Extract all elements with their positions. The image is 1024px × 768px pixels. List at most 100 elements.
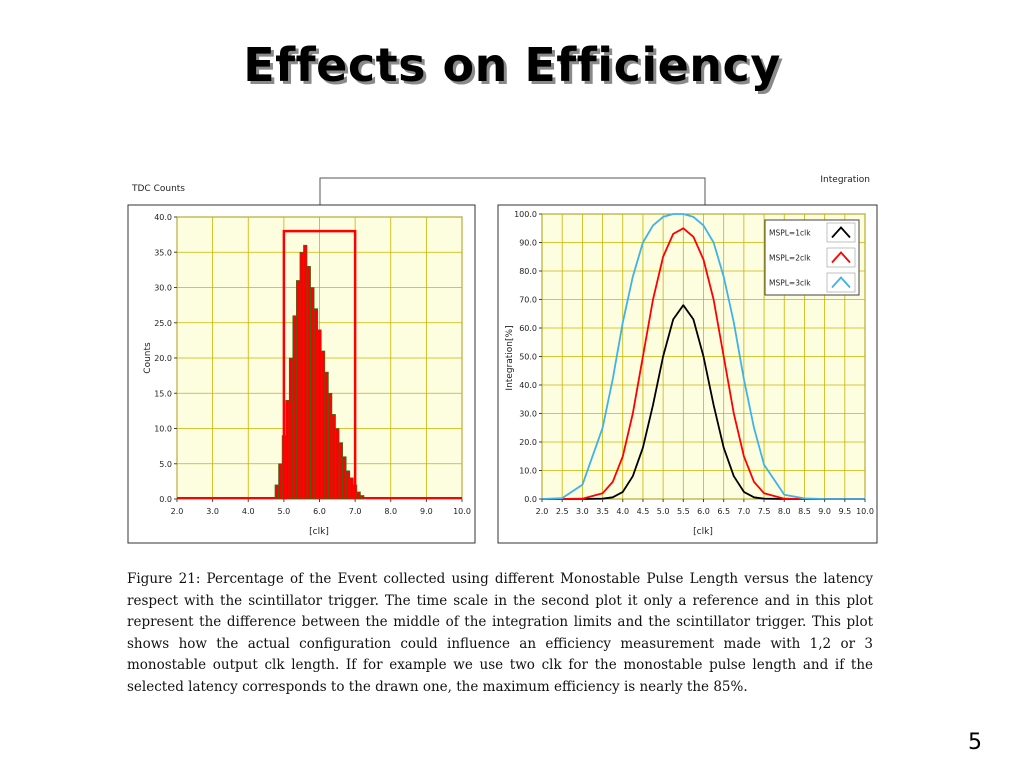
right-y-tick-label: 20.0 <box>519 438 537 447</box>
legend-swatch-box <box>826 247 856 268</box>
left-y-tick-label: 25.0 <box>154 319 172 328</box>
histogram-bar <box>303 244 308 500</box>
legend-swatch <box>831 276 851 289</box>
legend-swatch <box>831 226 851 239</box>
histogram-bar <box>328 392 333 500</box>
left-y-tick-label: 5.0 <box>159 460 172 469</box>
right-x-tick-label: 9.5 <box>838 507 851 516</box>
right-x-tick-label: 4.0 <box>616 507 629 516</box>
left-x-tick-label: 9.0 <box>420 507 433 516</box>
right-y-tick-label: 50.0 <box>519 353 537 362</box>
left-y-tick-label: 0.0 <box>159 495 172 504</box>
left-x-tick-label: 8.0 <box>384 507 397 516</box>
histogram-bar <box>313 308 319 500</box>
histogram-bar <box>278 463 283 500</box>
right-x-tick-label: 2.0 <box>536 507 549 516</box>
left-x-axis-label: [clk] <box>309 527 329 537</box>
right-y-tick-label: 10.0 <box>519 467 537 476</box>
left-x-tick-label: 5.0 <box>278 507 291 516</box>
left-y-tick-label: 40.0 <box>154 213 172 222</box>
histogram-bar <box>306 266 311 500</box>
legend-swatch <box>831 251 851 264</box>
left-y-axis-label: Counts <box>143 342 153 374</box>
figure: TDC Counts 2.0 3.0 4.0 5.0 6.0 7.0 8.0 9.0 10.0 … <box>127 175 878 544</box>
right-chart-title: Integration <box>820 175 870 185</box>
histogram-bar <box>342 456 347 500</box>
right-x-tick-label: 9.0 <box>818 507 831 516</box>
left-y-tick-label: 10.0 <box>154 425 172 434</box>
left-y-ticks: 0.0 5.0 10.0 15.0 20.0 25.0 30.0 35.0 40.0 <box>154 213 177 504</box>
right-x-tick-label: 5.0 <box>657 507 670 516</box>
right-x-tick-label: 4.5 <box>637 507 650 516</box>
right-x-ticks: 2.0 2.5 3.0 3.5 4.0 4.5 5.0 5.5 6.0 6.5 7.0 7.5 8.0 8… <box>536 499 874 516</box>
histogram-bar <box>331 414 336 500</box>
histogram-bar <box>356 491 361 500</box>
left-y-tick-label: 30.0 <box>154 284 172 293</box>
legend-label: MSPL=1clk <box>769 229 811 238</box>
histogram-bar <box>274 484 279 500</box>
series-line-mspl-3clk <box>541 213 865 500</box>
legend-label: MSPL=3clk <box>769 279 811 288</box>
histogram-bar <box>320 350 326 500</box>
right-x-tick-label: 5.5 <box>677 507 690 516</box>
histogram-bar <box>288 357 294 500</box>
histogram-bar <box>324 371 329 500</box>
right-x-tick-label: 6.0 <box>697 507 710 516</box>
left-chart-title: TDC Counts <box>131 184 185 194</box>
right-y-tick-label: 80.0 <box>519 267 537 276</box>
right-y-tick-label: 100.0 <box>514 210 537 219</box>
right-x-tick-label: 7.5 <box>758 507 771 516</box>
histogram-bar <box>338 442 343 500</box>
integration-panel: Integration 2.0 2.5 3.0 3.5 4.0 4.5 5.0 5.5 6.0 6… <box>497 175 878 544</box>
left-y-tick-label: 20.0 <box>154 354 172 363</box>
histogram-bar <box>299 251 304 500</box>
right-x-tick-label: 10.0 <box>856 507 874 516</box>
legend: MSPL=1clk MSPL=2clk MSPL=3clk <box>764 219 860 296</box>
tdc-counts-panel: TDC Counts 2.0 3.0 4.0 5.0 6.0 7.0 8.0 9.0 10.0 … <box>127 184 476 544</box>
integration-lines <box>541 213 865 500</box>
histogram-bar <box>292 315 297 500</box>
left-y-tick-label: 15.0 <box>154 389 172 398</box>
selection-window <box>282 229 357 499</box>
right-x-tick-label: 8.0 <box>778 507 791 516</box>
histogram-bar <box>285 400 290 500</box>
histogram-bar <box>317 329 322 500</box>
right-x-tick-label: 2.5 <box>556 507 569 516</box>
right-x-axis-label: [clk] <box>693 527 713 537</box>
right-x-tick-label: 6.5 <box>717 507 730 516</box>
legend-swatch-box <box>826 272 856 293</box>
left-x-tick-label: 6.0 <box>313 507 326 516</box>
left-y-tick-label: 35.0 <box>154 248 172 257</box>
right-y-axis-label: Integration[%] <box>505 325 515 390</box>
legend-label: MSPL=2clk <box>769 254 811 263</box>
series-line-mspl-2clk <box>542 227 865 500</box>
histogram-bar <box>360 495 365 500</box>
right-y-tick-label: 30.0 <box>519 410 537 419</box>
left-x-ticks: 2.0 3.0 4.0 5.0 6.0 7.0 8.0 9.0 10.0 <box>171 499 471 516</box>
histogram <box>177 244 462 500</box>
page-number: 5 <box>968 730 982 755</box>
slide-title: Effects on Efficiency <box>243 38 781 92</box>
figure-caption: Figure 21: Percentage of the Event colle… <box>127 571 873 695</box>
left-x-tick-label: 7.0 <box>349 507 362 516</box>
left-x-tick-label: 3.0 <box>206 507 219 516</box>
right-x-tick-label: 7.0 <box>738 507 751 516</box>
right-y-ticks: 0.0 10.0 20.0 30.0 40.0 50.0 60.0 70.0 80.0 90.0 1… <box>514 210 542 504</box>
legend-swatch-box <box>826 222 856 243</box>
histogram-bar <box>349 477 354 500</box>
right-y-tick-label: 0.0 <box>524 495 537 504</box>
right-x-tick-label: 3.0 <box>576 507 589 516</box>
left-x-tick-label: 2.0 <box>171 507 184 516</box>
selection-window-outline <box>282 229 357 499</box>
right-x-tick-label: 8.5 <box>798 507 811 516</box>
histogram-bar <box>345 470 351 500</box>
right-x-tick-label: 3.5 <box>596 507 609 516</box>
histogram-bar <box>335 428 340 500</box>
right-y-tick-label: 40.0 <box>519 381 537 390</box>
histogram-bar <box>296 280 301 500</box>
left-x-tick-label: 10.0 <box>453 507 471 516</box>
right-y-tick-label: 70.0 <box>519 296 537 305</box>
left-x-tick-label: 4.0 <box>242 507 255 516</box>
right-y-tick-label: 60.0 <box>519 324 537 333</box>
series-line-mspl-1clk <box>542 304 865 500</box>
